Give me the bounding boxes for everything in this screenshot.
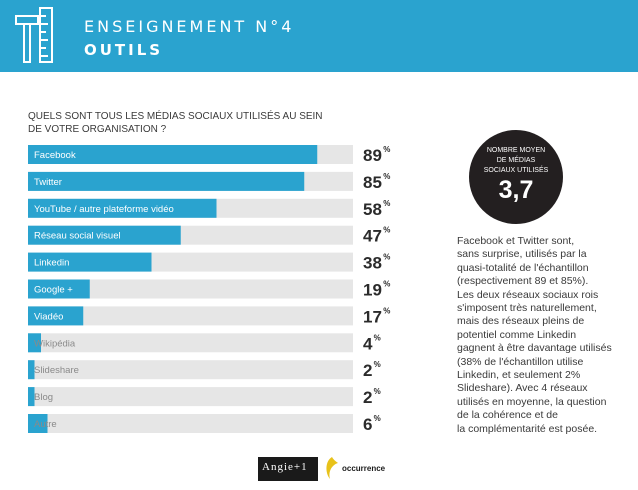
value-label: 58 bbox=[363, 200, 382, 219]
value-label: 2 bbox=[363, 388, 372, 407]
bar-5 bbox=[28, 279, 90, 299]
occurrence-logo-icon bbox=[326, 457, 338, 479]
value-unit: % bbox=[383, 306, 390, 315]
bar-2 bbox=[28, 198, 217, 218]
occurrence-logo-text: occurrence bbox=[342, 464, 386, 473]
tools-icon bbox=[15, 7, 53, 63]
value-label: 38 bbox=[363, 254, 382, 273]
bar-9 bbox=[28, 387, 35, 407]
category-label: Google + bbox=[34, 285, 73, 296]
commentary-text: Facebook et Twitter sont, sans surprise,… bbox=[457, 235, 612, 435]
lesson-subtitle: OUTILS bbox=[84, 41, 164, 59]
stat-label: NOMBRE MOYEN DE MÉDIAS SOCIAUX UTILISÉS bbox=[483, 147, 549, 174]
bar-track bbox=[28, 333, 353, 353]
bar-track bbox=[28, 306, 353, 326]
bar-track bbox=[28, 360, 353, 380]
value-label: 6 bbox=[363, 415, 372, 434]
category-label: Viadéo bbox=[34, 311, 63, 322]
category-label: Wikipédia bbox=[34, 338, 76, 349]
bar-track bbox=[28, 279, 353, 299]
bar-4 bbox=[28, 252, 152, 272]
survey-question: QUELS SONT TOUS LES MÉDIAS SOCIAUX UTILI… bbox=[28, 111, 323, 135]
angie-logo-text: Angie+1 bbox=[262, 461, 308, 473]
value-unit: % bbox=[383, 253, 390, 262]
bar-track bbox=[28, 387, 353, 407]
category-label: Facebook bbox=[34, 150, 76, 161]
value-unit: % bbox=[374, 414, 381, 423]
value-unit: % bbox=[383, 226, 390, 235]
value-unit: % bbox=[374, 387, 381, 396]
value-unit: % bbox=[383, 199, 390, 208]
category-label: Twitter bbox=[34, 177, 62, 188]
value-unit: % bbox=[374, 333, 381, 342]
category-label: Blog bbox=[34, 392, 53, 403]
value-label: 17 bbox=[363, 307, 382, 326]
category-label: Linkedin bbox=[34, 258, 69, 269]
value-label: 2 bbox=[363, 361, 372, 380]
stat-value: 3,7 bbox=[498, 176, 534, 204]
stat-circle bbox=[469, 130, 563, 224]
bar-3 bbox=[28, 225, 181, 245]
angie-logo bbox=[258, 457, 318, 481]
bar-1 bbox=[28, 171, 305, 191]
category-label: YouTube / autre plateforme vidéo bbox=[34, 204, 174, 215]
bar-0 bbox=[28, 145, 318, 164]
value-label: 19 bbox=[363, 281, 382, 300]
category-label: Réseau social visuel bbox=[34, 231, 121, 242]
value-unit: % bbox=[383, 145, 390, 154]
category-label: Slideshare bbox=[34, 365, 79, 376]
value-label: 47 bbox=[363, 227, 382, 246]
header-banner: ENSEIGNEMENT N°4 OUTILS bbox=[0, 0, 638, 72]
bar-10 bbox=[28, 414, 48, 433]
lesson-title: ENSEIGNEMENT N°4 bbox=[84, 17, 295, 36]
value-label: 85 bbox=[363, 173, 382, 192]
value-unit: % bbox=[383, 172, 390, 181]
value-unit: % bbox=[374, 360, 381, 369]
bar-track bbox=[28, 414, 353, 433]
value-label: 89 bbox=[363, 146, 382, 165]
category-label: Autre bbox=[34, 419, 57, 430]
bar-8 bbox=[28, 360, 35, 380]
value-unit: % bbox=[383, 280, 390, 289]
bar-6 bbox=[28, 306, 84, 326]
bar-7 bbox=[28, 333, 41, 353]
value-label: 4 bbox=[363, 334, 373, 353]
